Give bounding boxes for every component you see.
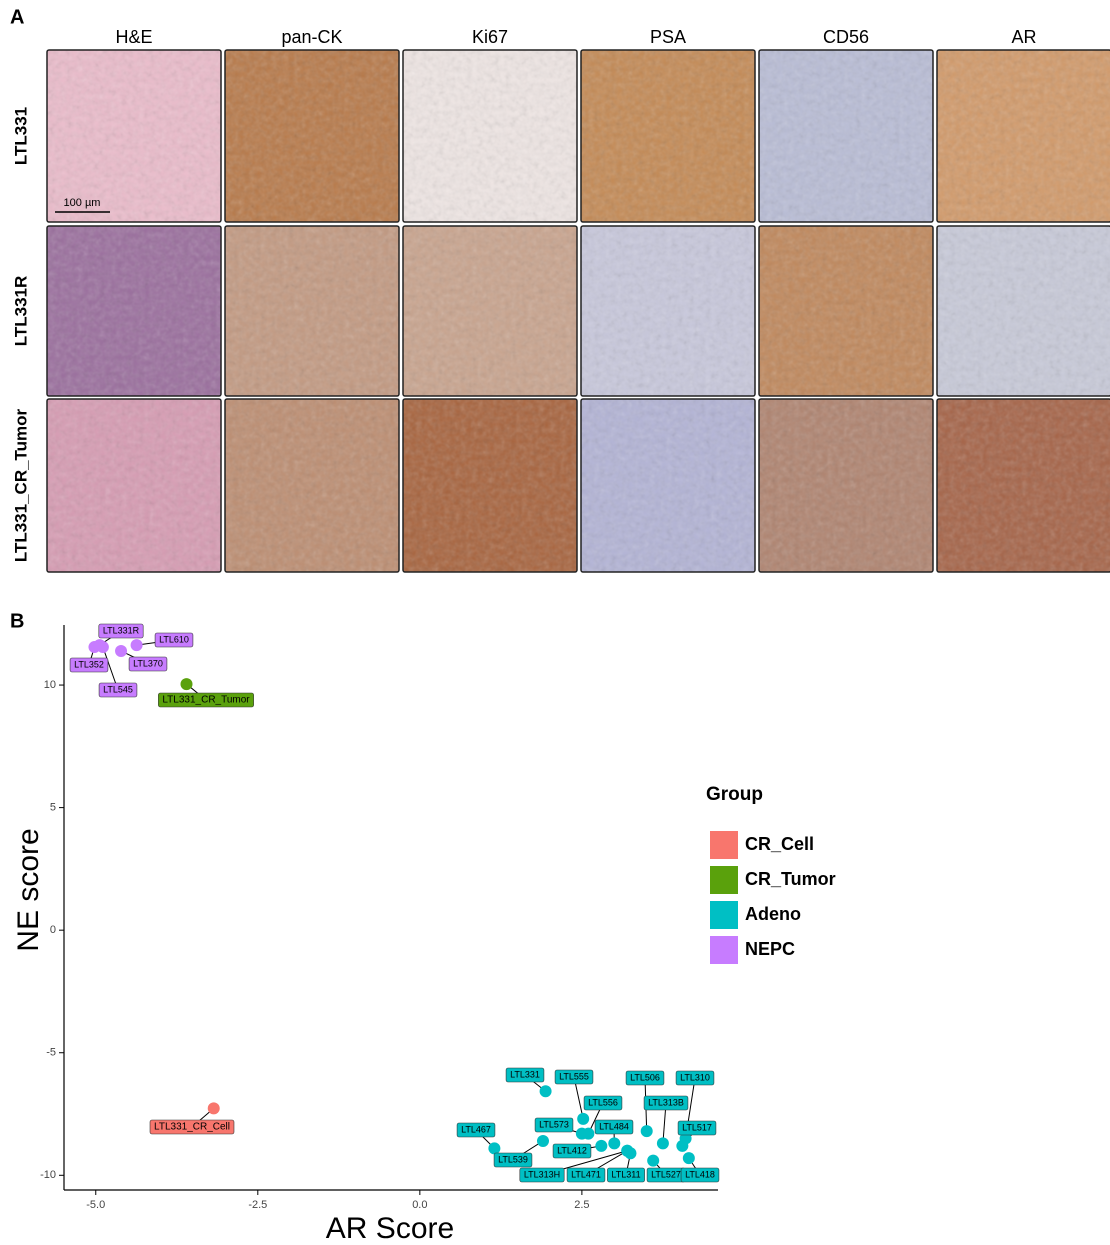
row-header: LTL331R <box>11 276 30 347</box>
point-label: LTL412 <box>557 1145 587 1155</box>
legend-title: Group <box>706 784 763 805</box>
column-header: CD56 <box>823 27 869 47</box>
point <box>683 1152 695 1164</box>
point-label: LTL311 <box>611 1169 640 1179</box>
point <box>576 1128 588 1140</box>
y-tick-label: 10 <box>44 679 56 691</box>
column-header: pan-CK <box>281 27 342 47</box>
legend-label: CR_Cell <box>745 834 814 854</box>
legend-label: Adeno <box>745 904 801 924</box>
point-label: LTL331 <box>510 1069 540 1079</box>
row-header: LTL331_CR_Tumor <box>11 408 30 562</box>
point-labels: LTL331_CR_Cell LTL331_CR_Tumor LTL331 LTL55… <box>70 624 719 1182</box>
tile-texture <box>47 226 221 396</box>
point <box>657 1137 669 1149</box>
tile-texture <box>759 226 933 396</box>
point-label: LTL517 <box>682 1122 712 1132</box>
point <box>608 1137 620 1149</box>
panel-label: A <box>10 6 24 28</box>
point <box>208 1102 220 1114</box>
column-header: Ki67 <box>472 27 508 47</box>
x-tick-label: 2.5 <box>574 1199 589 1211</box>
point-label: LTL331_CR_Cell <box>154 1122 230 1133</box>
tile-texture <box>403 50 577 222</box>
tile-texture <box>937 226 1110 396</box>
point <box>676 1140 688 1152</box>
legend-label: NEPC <box>745 939 795 959</box>
point-label: LTL418 <box>685 1169 715 1179</box>
y-tick-label: -5 <box>46 1047 56 1059</box>
point <box>621 1145 633 1157</box>
legend-label: CR_Tumor <box>745 869 836 889</box>
tile-texture <box>937 399 1110 572</box>
point-label: LTL313H <box>524 1169 560 1179</box>
point <box>115 645 127 657</box>
point-label: LTL370 <box>133 658 163 668</box>
point <box>131 639 143 651</box>
tile-texture <box>225 50 399 222</box>
point-label: LTL555 <box>559 1071 589 1081</box>
y-tick-label: 0 <box>50 924 56 936</box>
x-tick-label: 0.0 <box>412 1199 427 1211</box>
points <box>88 639 694 1166</box>
point <box>595 1140 607 1152</box>
point-label: LTL527 <box>651 1169 681 1179</box>
point-label: LTL310 <box>680 1072 710 1082</box>
legend-swatch <box>710 901 738 929</box>
tile-texture <box>759 50 933 222</box>
point-label: LTL471 <box>571 1169 601 1179</box>
tile-texture <box>581 399 755 572</box>
x-axis-label: AR Score <box>326 1212 454 1245</box>
point-label: LTL352 <box>74 659 104 669</box>
point-label: LTL539 <box>498 1154 528 1164</box>
point-label: LTL467 <box>461 1124 491 1134</box>
row-header: LTL331 <box>11 107 30 165</box>
point <box>94 639 106 651</box>
column-header: H&E <box>115 27 152 47</box>
point-label: LTL506 <box>630 1072 660 1082</box>
point-label: LTL484 <box>599 1121 629 1131</box>
tile-texture <box>403 399 577 572</box>
point <box>577 1113 589 1125</box>
point <box>537 1135 549 1147</box>
scale-bar-label: 100 µm <box>64 197 101 209</box>
point <box>647 1155 659 1167</box>
legend-swatch <box>710 831 738 859</box>
leader-lines <box>89 631 700 1175</box>
y-axis-label: NE score <box>12 828 45 951</box>
point-label: LTL610 <box>159 634 189 644</box>
point-label: LTL331R <box>103 625 140 635</box>
legend-swatch <box>710 866 738 894</box>
column-header: PSA <box>650 27 686 47</box>
y-tick-label: 5 <box>50 802 56 814</box>
point <box>540 1085 552 1097</box>
legend-swatch <box>710 936 738 964</box>
x-tick-label: -5.0 <box>86 1199 105 1211</box>
point-label: LTL313B <box>648 1097 684 1107</box>
tile-texture <box>759 399 933 572</box>
point <box>641 1125 653 1137</box>
tile-texture <box>581 226 755 396</box>
y-tick-label: -10 <box>40 1169 56 1181</box>
point <box>488 1142 500 1154</box>
tile-texture <box>225 399 399 572</box>
figure: A B AR Score NE score Group H&E pan-CK Ki6… <box>0 0 1110 1245</box>
x-tick-label: -2.5 <box>248 1199 267 1211</box>
point-label: LTL573 <box>539 1119 569 1129</box>
tile-texture <box>403 226 577 396</box>
panel-label: B <box>10 610 24 632</box>
tile-texture <box>937 50 1110 222</box>
column-header: AR <box>1011 27 1036 47</box>
tile-texture <box>225 226 399 396</box>
tile-texture <box>581 50 755 222</box>
tile-texture <box>47 399 221 572</box>
point-label: LTL556 <box>588 1097 618 1107</box>
point-label: LTL331_CR_Tumor <box>162 695 250 706</box>
point <box>181 678 193 690</box>
point-label: LTL545 <box>103 684 133 694</box>
